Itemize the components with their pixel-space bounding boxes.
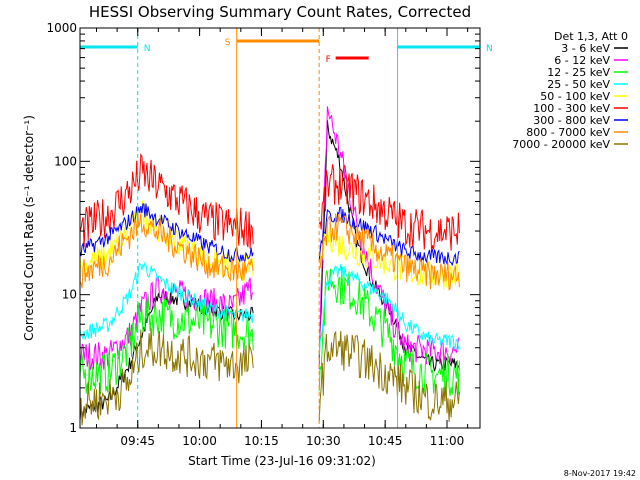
x-tick-label: 09:45 [120, 434, 155, 448]
series-line [318, 106, 460, 370]
series-line [318, 213, 460, 291]
annotation-label: F [326, 55, 331, 65]
legend-label: 300 - 800 keV [533, 114, 610, 127]
legend-label: 50 - 100 keV [540, 90, 610, 103]
y-tick-label: 1000 [46, 21, 77, 35]
series-line [318, 330, 460, 422]
annotation-label: N [486, 44, 493, 54]
series-line [79, 261, 254, 340]
y-axis-label: Corrected Count Rate (s⁻¹ detector⁻¹) [22, 115, 36, 341]
series-line [318, 263, 460, 355]
x-tick-label: 10:30 [306, 434, 341, 448]
plot-frame [79, 27, 481, 429]
series-line [318, 222, 460, 290]
x-tick-label: 10:45 [368, 434, 403, 448]
y-tick-label: 10 [62, 288, 77, 302]
series-line [318, 206, 460, 267]
legend-label: 100 - 300 keV [533, 102, 610, 115]
series-line [79, 153, 254, 249]
legend-header: Det 1,3, Att 0 [554, 30, 628, 43]
axes: 09:45 10:00 10:15 10:30 10:45 11:00 1 10 100 1000 [46, 21, 480, 448]
x-axis-label: Start Time (23-Jul-16 09:31:02) [188, 454, 376, 468]
series-line [79, 211, 254, 289]
footer-timestamp: 8-Nov-2017 19:42 [564, 469, 636, 478]
series-line [79, 203, 254, 264]
legend-label: 25 - 50 keV [547, 78, 610, 91]
legend-label: 6 - 12 keV [554, 54, 610, 67]
legend-label: 800 - 7000 keV [526, 126, 610, 139]
annotation-label: N [144, 44, 151, 54]
series-line [318, 266, 460, 397]
legend-label: 7000 - 20000 keV [512, 138, 610, 151]
chart-title: HESSI Observing Summary Count Rates, Cor… [89, 3, 471, 21]
series-line [318, 164, 460, 253]
x-tick-label: 10:15 [244, 434, 279, 448]
x-tick-label: 10:00 [182, 434, 217, 448]
plot-area: N N S F [79, 28, 493, 428]
annotation-label: S [225, 38, 231, 48]
y-tick-label: 1 [69, 421, 77, 435]
series-line [79, 294, 254, 395]
x-tick-label: 11:00 [430, 434, 465, 448]
legend-label: 12 - 25 keV [547, 66, 610, 79]
series-line [79, 327, 254, 426]
y-tick-label: 100 [54, 154, 77, 168]
legend-label: 3 - 6 keV [561, 42, 610, 55]
